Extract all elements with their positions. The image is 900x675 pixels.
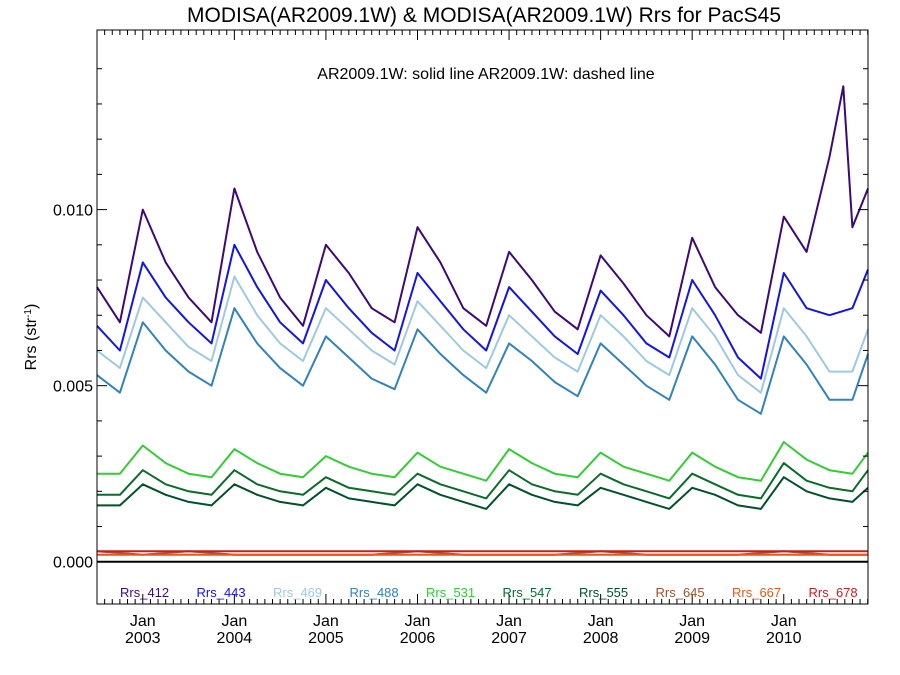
x-tick-label-month: Jan (313, 613, 339, 630)
x-tick-label-year: 2008 (583, 630, 619, 647)
x-tick-label-month: Jan (588, 613, 614, 630)
x-tick-label-year: 2007 (491, 630, 527, 647)
x-tick-label-month: Jan (771, 613, 797, 630)
x-tick-label-year: 2005 (308, 630, 344, 647)
legend-entry-rrs-412: Rrs_412 (120, 585, 169, 600)
legend: Rrs_412 Rrs_443 Rrs_469 Rrs_488 Rrs_531 Rrs_5… (120, 585, 858, 600)
x-tick-label-month: Jan (221, 613, 247, 630)
x-tick-label-month: Jan (405, 613, 431, 630)
x-tick-label-month: Jan (130, 613, 156, 630)
y-axis-label: Rrs (str-1) (23, 304, 41, 371)
x-tick-label-year: 2010 (766, 630, 802, 647)
legend-entry-rrs-443: Rrs_443 (197, 585, 246, 600)
legend-entry-rrs-645: Rrs_645 (656, 585, 705, 600)
legend-entry-rrs-678: Rrs_678 (809, 585, 858, 600)
series-line-rrs-547 (97, 462, 869, 500)
y-tick-label: 0.000 (53, 555, 93, 572)
x-tick-label-year: 2006 (400, 630, 436, 647)
series-lines (96, 85, 869, 556)
plot-frame (96, 29, 869, 605)
axes: 0.0000.0050.010Jan2003Jan2004Jan2005Jan2… (53, 29, 869, 647)
y-axis-label-superscript: -1 (23, 309, 34, 318)
x-tick-label-year: 2004 (217, 630, 253, 647)
series-line-rrs-531 (97, 441, 869, 482)
legend-entry-rrs-667: Rrs_667 (732, 585, 781, 600)
y-tick-label: 0.010 (53, 203, 93, 220)
series-line-rrs-469 (96, 275, 869, 394)
x-tick-label-year: 2003 (125, 630, 161, 647)
series-line-rrs-443 (96, 243, 869, 380)
legend-entry-rrs-547: Rrs_547 (503, 585, 552, 600)
legend-entry-rrs-488: Rrs_488 (350, 585, 399, 600)
legend-entry-rrs-531: Rrs_531 (426, 585, 475, 600)
series-line-rrs-488 (96, 307, 869, 415)
chart-title: MODISA(AR2009.1W) & MODISA(AR2009.1W) Rr… (187, 4, 781, 27)
y-axis-label-main: Rrs (str (23, 317, 40, 370)
y-tick-label: 0.005 (53, 379, 93, 396)
x-tick-label-year: 2009 (674, 630, 710, 647)
x-tick-label-month: Jan (679, 613, 705, 630)
chart-subtitle: AR2009.1W: solid line AR2009.1W: dashed … (317, 66, 655, 83)
series-line-rrs-555 (97, 476, 869, 510)
y-axis-label-close: ) (23, 304, 40, 309)
series-line-rrs-412 (96, 85, 869, 338)
legend-entry-rrs-555: Rrs_555 (579, 585, 628, 600)
legend-entry-rrs-469: Rrs_469 (273, 585, 322, 600)
x-tick-label-month: Jan (496, 613, 522, 630)
